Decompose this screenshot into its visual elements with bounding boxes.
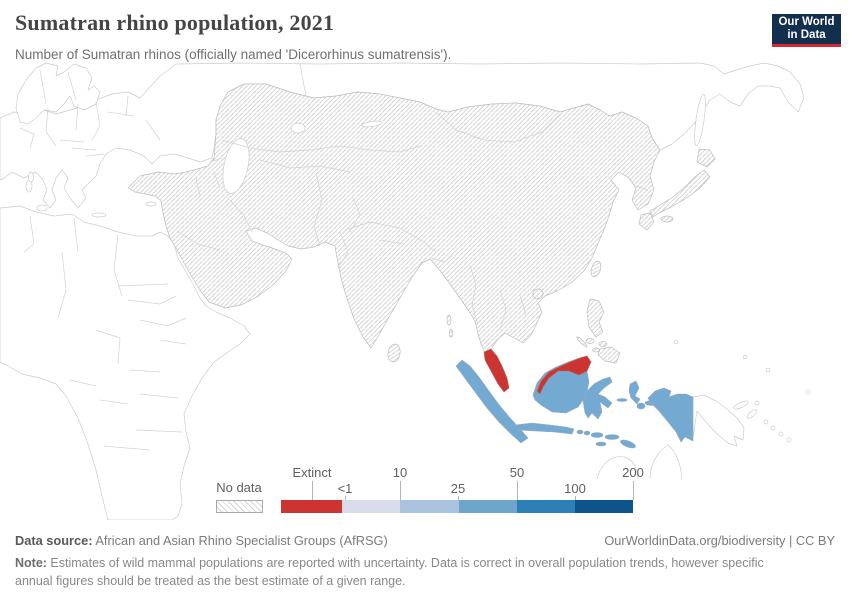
region-java — [514, 422, 575, 435]
country-borders — [19, 63, 307, 451]
region-scandinavia — [15, 62, 101, 125]
region-australia-arnhem-coast — [596, 456, 639, 480]
legend-color-bar[interactable] — [281, 500, 633, 513]
region-sumbawa — [590, 432, 604, 438]
region-crete — [91, 212, 107, 218]
region-taiwan — [590, 260, 602, 278]
region-corsica — [28, 171, 34, 183]
legend-tick — [517, 481, 518, 500]
region-sulawesi — [582, 376, 613, 420]
region-japan-hokkaido — [696, 148, 716, 168]
region-papua-new-guinea — [692, 394, 745, 447]
region-japan-kyushu — [638, 212, 655, 231]
region-sumba — [595, 441, 607, 447]
region-andaman — [446, 314, 452, 326]
region-sumatra — [455, 359, 529, 444]
region-asia-mainland — [127, 83, 661, 357]
region-cyprus — [145, 201, 157, 207]
region-halmahera — [628, 380, 641, 405]
region-philippines-luzon — [586, 298, 605, 338]
region-peninsular-malaysia — [483, 348, 510, 393]
lake-balkhash — [361, 120, 383, 128]
legend-segment[interactable] — [400, 500, 459, 513]
legend-no-data-swatch[interactable] — [216, 500, 263, 513]
pacific-island — [805, 389, 811, 395]
lakes — [222, 120, 383, 194]
region-sri-lanka — [387, 343, 401, 363]
region-nicobar — [449, 328, 453, 338]
legend-tick — [575, 496, 576, 500]
legend-tick — [345, 496, 346, 500]
region-new-ireland — [746, 409, 758, 419]
legend-tick-label: Extinct — [292, 465, 332, 480]
owid-logo-line1: Our World — [778, 16, 835, 28]
caspian-sea — [222, 138, 250, 194]
legend-tick-label: <1 — [337, 481, 353, 496]
region-philippines-palawan — [576, 336, 588, 348]
footer-note: Note: Estimates of wild mammal populatio… — [15, 555, 785, 591]
region-japan-honshu — [649, 169, 711, 218]
region-no-data[interactable] — [127, 83, 716, 364]
owid-logo-line2: in Data — [787, 29, 826, 41]
note-text: Estimates of wild mammal populations are… — [15, 556, 764, 588]
region-east-malaysia — [536, 355, 592, 395]
region-sakhalin — [694, 93, 706, 147]
legend-tick-label: 200 — [622, 465, 644, 480]
region-philippines-visayas — [598, 341, 608, 347]
legend-tick — [400, 481, 401, 500]
legend-tick-label: 25 — [450, 481, 466, 496]
region-lombok — [583, 430, 591, 436]
footer-source-line: Data source: African and Asian Rhino Spe… — [15, 533, 835, 548]
region-hainan — [532, 288, 544, 300]
page-title: Sumatran rhino population, 2021 — [15, 10, 335, 35]
legend-tick-label: 10 — [392, 465, 408, 480]
legend-segment[interactable] — [281, 500, 342, 513]
legend-tick — [312, 481, 313, 500]
region-malaysia[interactable] — [483, 348, 592, 395]
region-philippines-mindanao — [597, 346, 621, 364]
solomon-island — [763, 419, 769, 425]
aral-sea — [290, 122, 306, 134]
note-label: Note: — [15, 556, 47, 570]
chart-subtitle: Number of Sumatran rhinos (officially na… — [15, 47, 452, 62]
region-bali — [576, 429, 584, 435]
solomon-island — [770, 425, 776, 431]
data-source-label: Data source: — [15, 533, 93, 548]
region-africa — [0, 205, 251, 520]
region-sula — [616, 398, 628, 402]
country-borders-asia — [177, 111, 649, 331]
region-sicily — [36, 204, 48, 212]
world-map[interactable] — [0, 56, 850, 520]
legend-segment[interactable] — [517, 500, 575, 513]
region-philippines-mindoro — [585, 338, 595, 344]
legend-tick — [633, 481, 634, 500]
pacific-island — [754, 400, 760, 406]
owid-logo[interactable]: Our World in Data — [772, 14, 841, 47]
legend-tick — [458, 496, 459, 500]
solomon-island — [786, 437, 792, 443]
region-japan-shikoku — [660, 215, 674, 223]
legend-tick-label: 50 — [509, 465, 525, 480]
pacific-island — [742, 354, 748, 360]
region-new-britain — [733, 400, 749, 410]
region-west-papua — [647, 387, 694, 443]
legend-tick-label: 100 — [564, 481, 586, 496]
region-australia-cape-york-coast — [649, 444, 683, 480]
region-buru — [636, 402, 646, 410]
legend-segment[interactable] — [575, 500, 633, 513]
legend-segment[interactable] — [342, 500, 400, 513]
owid-link[interactable]: OurWorldinData.org/biodiversity | CC BY — [604, 533, 835, 548]
legend-segment[interactable] — [459, 500, 517, 513]
pacific-island — [765, 367, 771, 373]
pacific-island — [673, 339, 679, 345]
data-source-value: African and Asian Rhino Specialist Group… — [92, 533, 388, 548]
region-timor — [620, 439, 636, 449]
legend-no-data-label: No data — [216, 480, 262, 495]
region-flores — [604, 434, 620, 440]
data-source-text: Data source: African and Asian Rhino Spe… — [15, 533, 388, 548]
solomon-island — [778, 431, 784, 437]
